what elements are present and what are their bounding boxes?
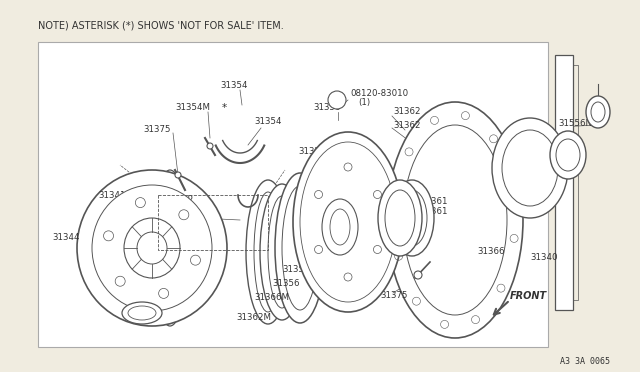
Ellipse shape [77, 170, 227, 326]
Text: 31366: 31366 [477, 247, 504, 257]
Bar [38, 42, 548, 347]
Circle shape [159, 288, 169, 298]
Text: 31361: 31361 [420, 198, 447, 206]
Ellipse shape [330, 209, 350, 245]
Circle shape [414, 271, 422, 279]
Text: 31356: 31356 [272, 279, 300, 289]
Text: 31358: 31358 [282, 266, 310, 275]
Ellipse shape [158, 185, 182, 311]
Ellipse shape [275, 173, 325, 323]
Ellipse shape [254, 192, 282, 312]
Ellipse shape [492, 118, 568, 218]
Circle shape [104, 231, 113, 241]
Text: 31365P: 31365P [160, 196, 193, 205]
Circle shape [207, 143, 213, 149]
Ellipse shape [390, 180, 434, 256]
Ellipse shape [137, 232, 167, 264]
Circle shape [135, 198, 145, 208]
Ellipse shape [128, 306, 156, 320]
Text: 08120-83010: 08120-83010 [350, 89, 408, 97]
Ellipse shape [556, 139, 580, 171]
Text: 31555N: 31555N [516, 186, 550, 195]
Ellipse shape [550, 131, 586, 179]
Text: 31358: 31358 [298, 148, 326, 157]
Text: 31344: 31344 [52, 234, 79, 243]
Ellipse shape [293, 132, 403, 312]
Ellipse shape [124, 218, 180, 278]
Ellipse shape [397, 190, 427, 246]
Ellipse shape [322, 199, 358, 255]
Ellipse shape [152, 170, 188, 326]
Ellipse shape [591, 102, 605, 122]
Ellipse shape [586, 96, 610, 128]
Ellipse shape [300, 142, 396, 302]
Text: 31350: 31350 [313, 103, 340, 112]
Text: 31556N: 31556N [558, 119, 592, 128]
Circle shape [191, 255, 200, 265]
Circle shape [328, 91, 346, 109]
Bar [158, 195, 268, 250]
Text: *: * [337, 189, 343, 202]
Ellipse shape [260, 184, 304, 320]
Ellipse shape [282, 186, 318, 310]
Ellipse shape [387, 102, 523, 338]
Text: 31362: 31362 [393, 108, 420, 116]
Text: 31354: 31354 [254, 118, 282, 126]
Text: B: B [334, 96, 340, 105]
Text: 31354M: 31354M [175, 103, 210, 112]
Text: FRONT: FRONT [510, 291, 547, 301]
Text: 31362: 31362 [393, 121, 420, 129]
Text: 31362M: 31362M [236, 314, 271, 323]
Text: 31341: 31341 [98, 190, 125, 199]
Ellipse shape [92, 185, 212, 311]
Text: (1): (1) [358, 99, 370, 108]
Text: 31340: 31340 [530, 253, 557, 263]
Text: A3 3A 0065: A3 3A 0065 [560, 357, 610, 366]
Ellipse shape [122, 302, 162, 324]
Ellipse shape [378, 180, 422, 256]
Ellipse shape [246, 180, 290, 324]
Text: 31364: 31364 [170, 211, 198, 219]
Circle shape [175, 172, 181, 178]
Circle shape [179, 210, 189, 220]
Text: 31375: 31375 [143, 125, 170, 135]
Ellipse shape [403, 125, 507, 315]
Circle shape [115, 276, 125, 286]
Ellipse shape [385, 190, 415, 246]
Text: NOTE) ASTERISK (*) SHOWS 'NOT FOR SALE' ITEM.: NOTE) ASTERISK (*) SHOWS 'NOT FOR SALE' … [38, 20, 284, 30]
Bar [555, 55, 573, 310]
Bar [573, 65, 578, 300]
Text: 31366M: 31366M [254, 294, 289, 302]
Text: 31354: 31354 [220, 80, 248, 90]
Text: 31528: 31528 [498, 167, 525, 176]
Text: *: * [222, 103, 227, 113]
Ellipse shape [268, 196, 296, 308]
Text: 31375: 31375 [380, 291, 408, 299]
Ellipse shape [502, 130, 558, 206]
Text: 31361: 31361 [420, 208, 447, 217]
